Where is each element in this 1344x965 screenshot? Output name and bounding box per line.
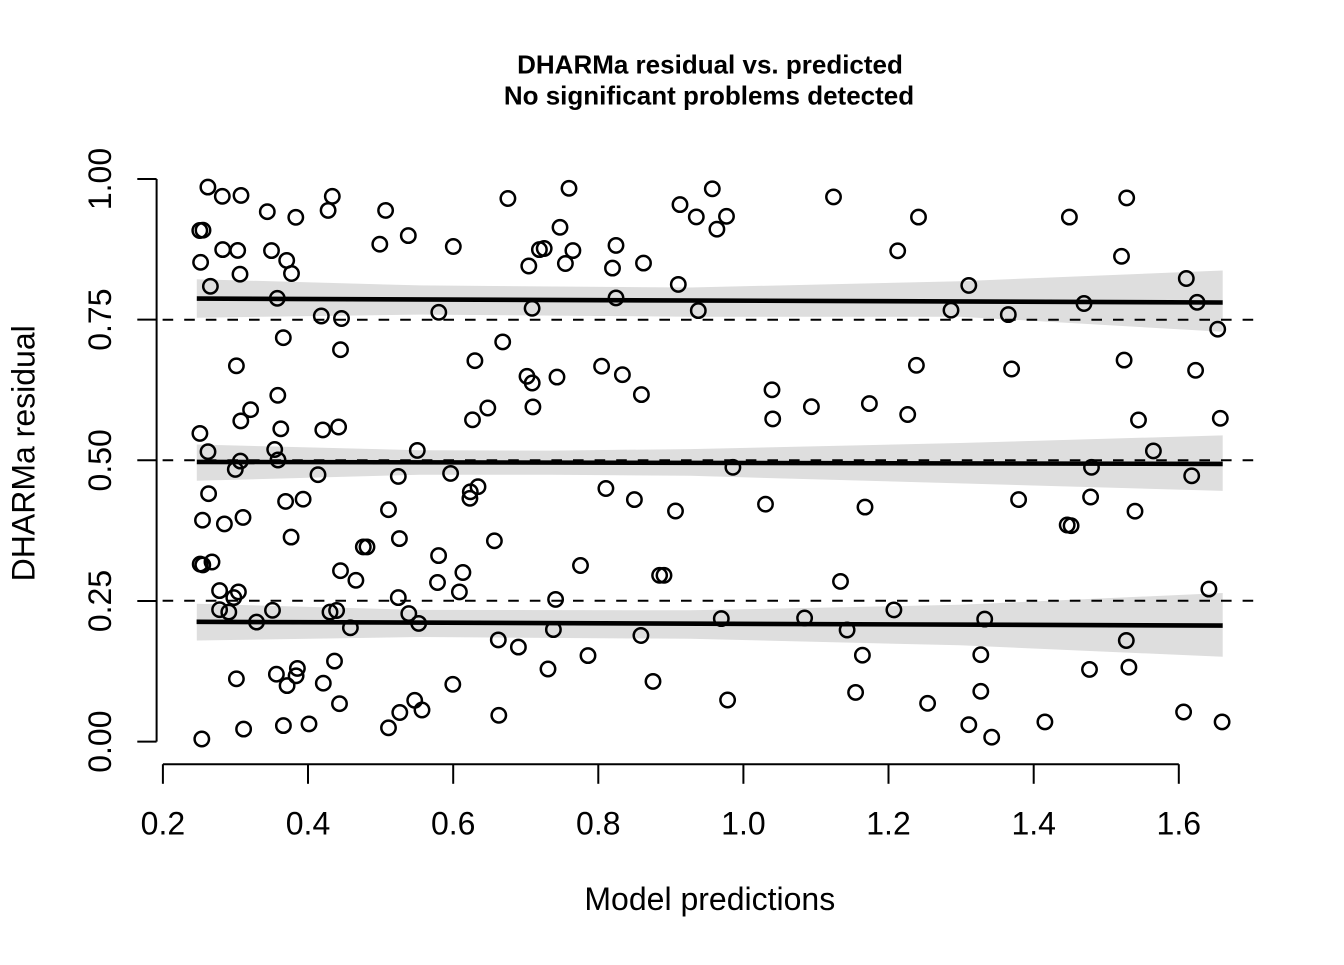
svg-text:0.6: 0.6: [431, 806, 475, 842]
svg-text:0.4: 0.4: [286, 806, 330, 842]
svg-text:1.6: 1.6: [1157, 806, 1201, 842]
svg-text:No significant problems detect: No significant problems detected: [504, 81, 914, 111]
svg-text:0.50: 0.50: [82, 429, 118, 491]
svg-text:1.00: 1.00: [82, 148, 118, 210]
svg-text:1.2: 1.2: [866, 806, 910, 842]
svg-text:1.0: 1.0: [721, 806, 765, 842]
svg-text:0.00: 0.00: [82, 710, 118, 772]
svg-text:DHARMa residual: DHARMa residual: [6, 325, 42, 581]
svg-text:0.75: 0.75: [82, 288, 118, 350]
svg-text:DHARMa residual vs. predicted: DHARMa residual vs. predicted: [517, 49, 903, 79]
svg-text:1.4: 1.4: [1011, 806, 1055, 842]
svg-text:0.2: 0.2: [141, 806, 185, 842]
svg-text:0.25: 0.25: [82, 570, 118, 632]
svg-text:0.8: 0.8: [576, 806, 620, 842]
svg-text:Model predictions: Model predictions: [584, 881, 835, 917]
